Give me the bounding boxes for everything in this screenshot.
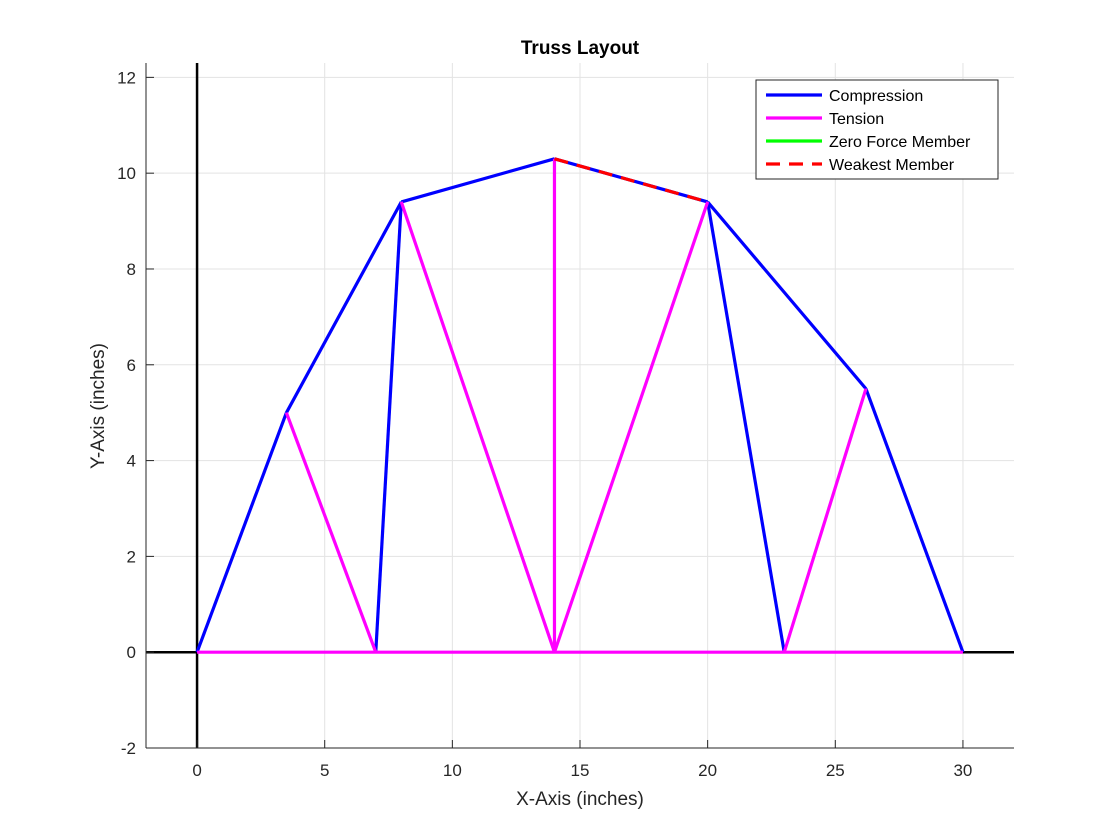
x-tick-label: 30 (953, 761, 972, 780)
x-tick-label: 0 (192, 761, 201, 780)
chart-title: Truss Layout (521, 38, 640, 59)
y-tick-label: 8 (127, 260, 136, 279)
x-tick-label: 15 (571, 761, 590, 780)
legend-label-zero-force-member: Zero Force Member (829, 134, 971, 151)
y-tick-label: -2 (121, 739, 136, 758)
compression-member (374, 201, 403, 653)
compression-member (400, 157, 555, 204)
compression-member (285, 201, 403, 414)
compression-member (864, 388, 965, 653)
y-tick-label: 10 (117, 164, 136, 183)
weakest-member-member (554, 157, 709, 204)
x-tick-label: 25 (826, 761, 845, 780)
x-tick-label: 10 (443, 761, 462, 780)
compression-member (706, 201, 786, 653)
legend: Compression Tension Zero Force Member Weake… (755, 79, 999, 180)
tension-member (284, 412, 378, 653)
x-tick-label: 5 (320, 761, 329, 780)
compression-member (195, 412, 288, 653)
tension-member (399, 201, 556, 653)
y-tick-label: 6 (127, 356, 136, 375)
tension-member (552, 201, 710, 653)
tension-member (782, 388, 868, 653)
compression-member (706, 200, 868, 390)
y-tick-label: 12 (117, 68, 136, 87)
legend-label-compression: Compression (829, 88, 923, 105)
legend-label-weakest-member: Weakest Member (829, 157, 955, 174)
y-tick-label: 0 (127, 643, 136, 662)
x-axis-label: X-Axis (inches) (516, 789, 644, 810)
plot-area: 0 5 10 15 20 25 30 -2 0 2 4 6 8 10 12 (117, 63, 1014, 780)
y-axis-label: Y-Axis (inches) (88, 343, 109, 469)
y-tick-label: 2 (127, 547, 136, 566)
y-tick-label: 4 (127, 452, 136, 471)
x-tick-label: 20 (698, 761, 717, 780)
legend-label-tension: Tension (829, 111, 884, 128)
